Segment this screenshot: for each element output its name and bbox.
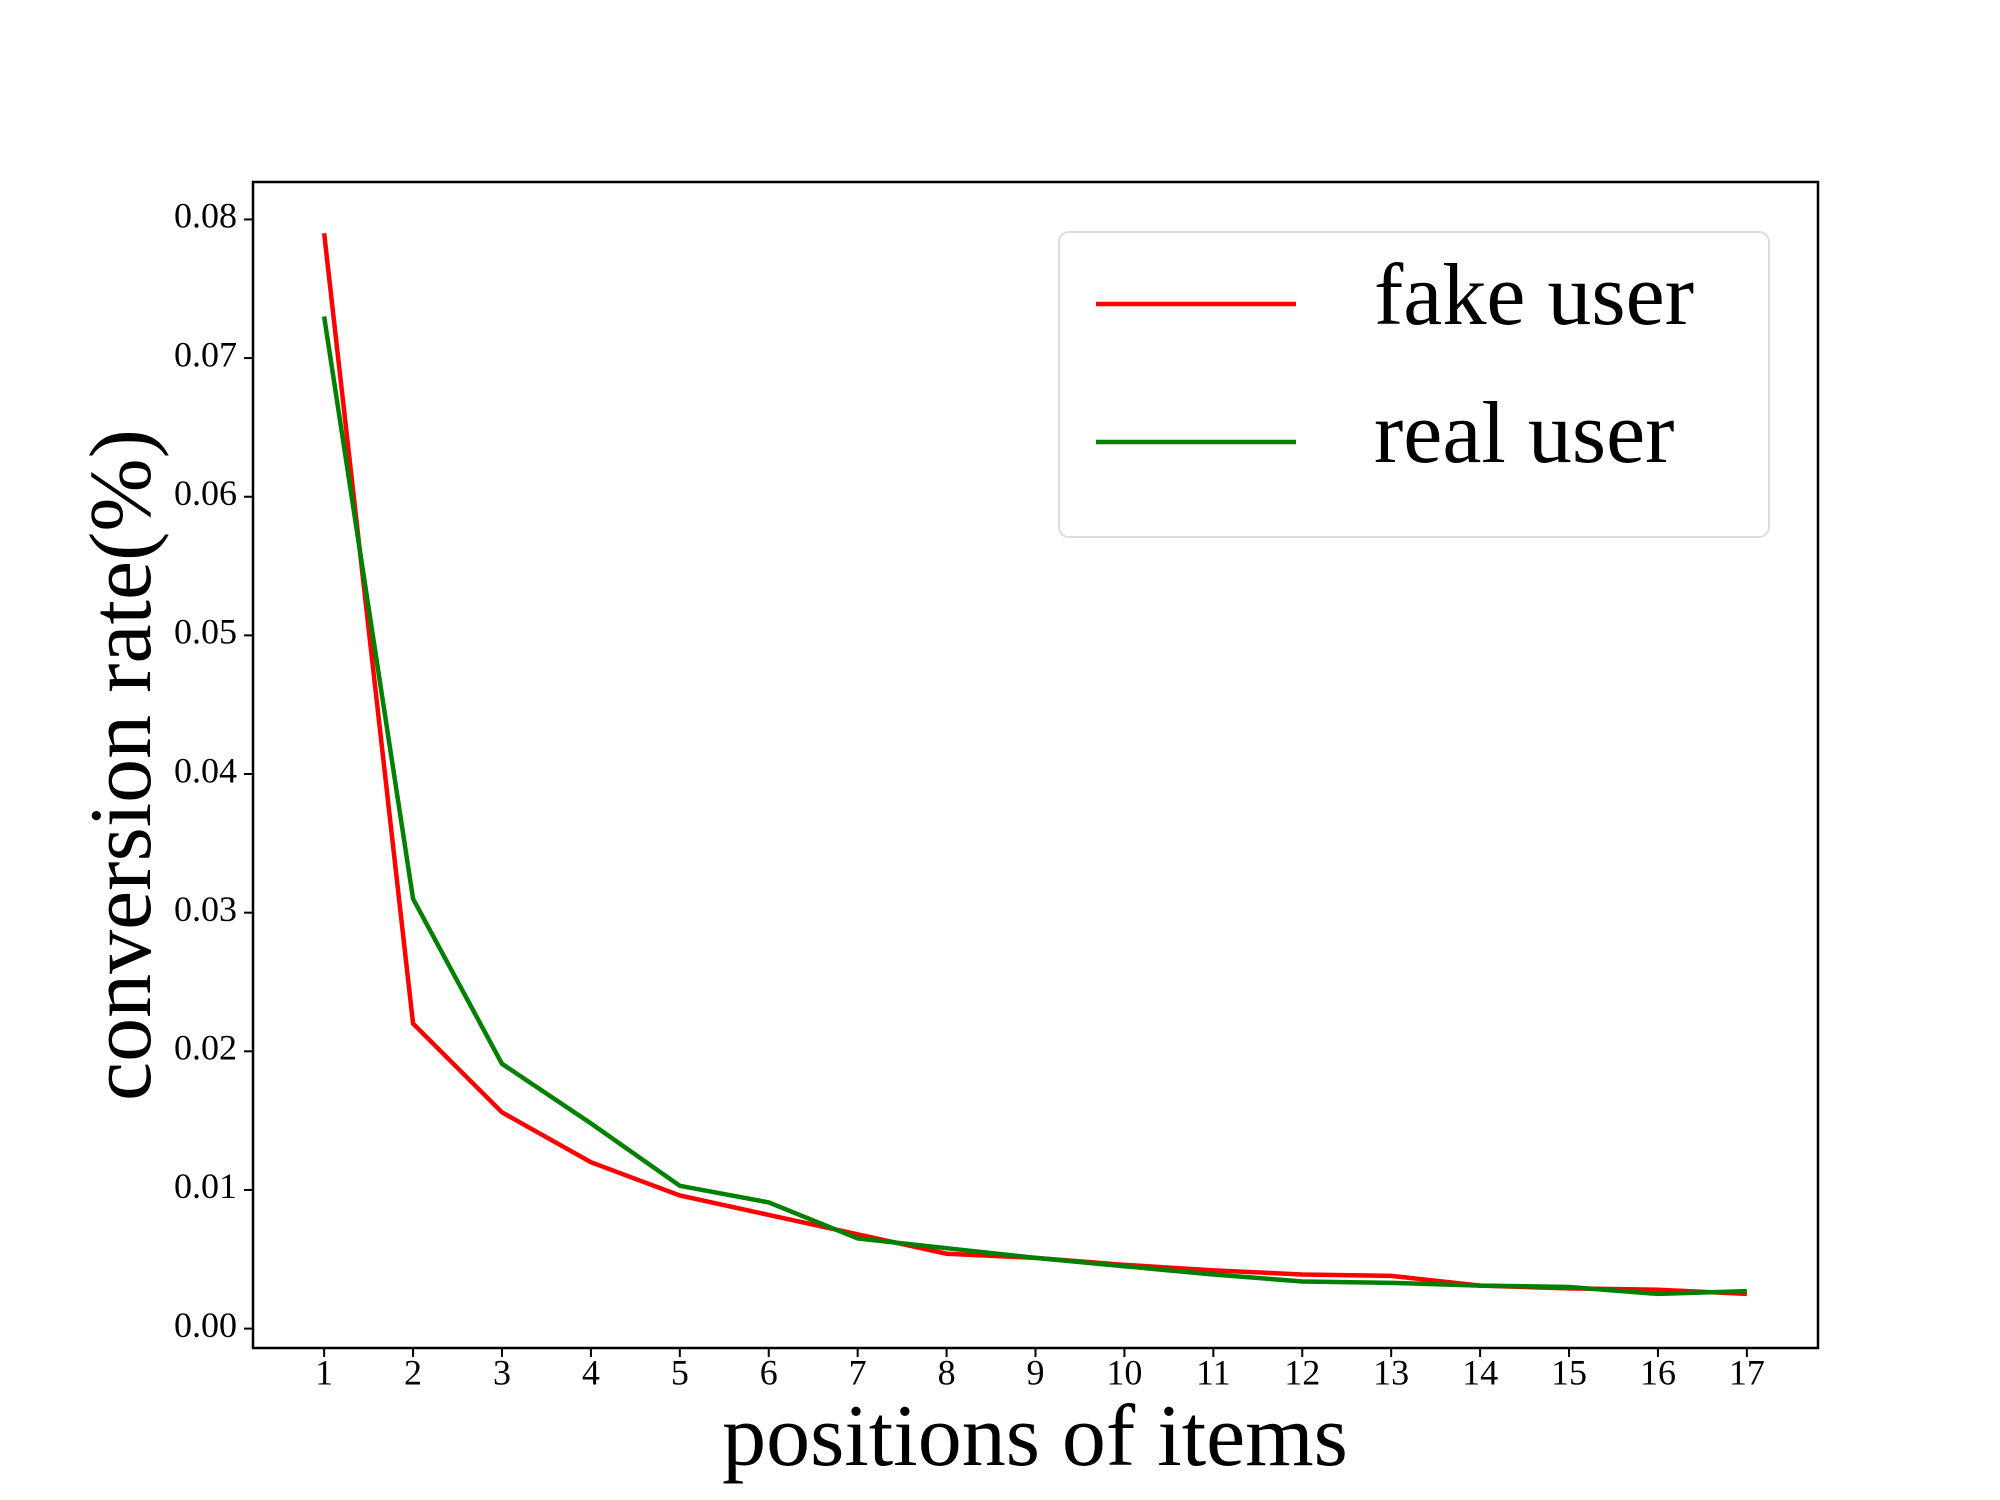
plot-frame xyxy=(251,180,1820,1350)
y-tick-label: 0.07 xyxy=(174,334,237,374)
y-axis-label: conversion rate(%) xyxy=(73,429,170,1101)
legend-label: real user xyxy=(1374,385,1674,482)
legend-label: fake user xyxy=(1374,247,1694,344)
x-tick-label: 13 xyxy=(1373,1352,1409,1392)
x-tick-label: 3 xyxy=(493,1352,511,1392)
x-tick-label: 14 xyxy=(1462,1352,1498,1392)
y-tick-label: 0.03 xyxy=(174,889,237,929)
x-tick-label: 4 xyxy=(582,1352,600,1392)
y-tick-label: 0.04 xyxy=(174,750,237,790)
x-tick-label: 1 xyxy=(315,1352,333,1392)
x-axis-label: positions of items xyxy=(722,1388,1348,1485)
x-tick-label: 15 xyxy=(1551,1352,1587,1392)
data-line xyxy=(321,316,1747,1297)
y-tick-label: 0.05 xyxy=(174,612,237,652)
x-tick-label: 5 xyxy=(671,1352,689,1392)
y-tick-label: 0.06 xyxy=(174,473,237,513)
x-tick-label: 9 xyxy=(1027,1352,1045,1392)
x-tick-label: 17 xyxy=(1729,1352,1765,1392)
x-tick-label: 16 xyxy=(1640,1352,1676,1392)
y-tick-label: 0.01 xyxy=(174,1166,237,1206)
x-tick-label: 2 xyxy=(404,1352,422,1392)
x-tick-label: 10 xyxy=(1106,1352,1142,1392)
x-tick-label: 11 xyxy=(1196,1352,1231,1392)
y-tick-label: 0.00 xyxy=(174,1305,237,1345)
x-tick-label: 6 xyxy=(760,1352,778,1392)
x-tick-label: 8 xyxy=(938,1352,956,1392)
x-tick-label: 12 xyxy=(1284,1352,1320,1392)
legend-box xyxy=(1058,231,1770,538)
x-tick-label: 7 xyxy=(849,1352,867,1392)
y-tick-label: 0.08 xyxy=(174,196,237,236)
y-tick-label: 0.02 xyxy=(174,1028,237,1068)
